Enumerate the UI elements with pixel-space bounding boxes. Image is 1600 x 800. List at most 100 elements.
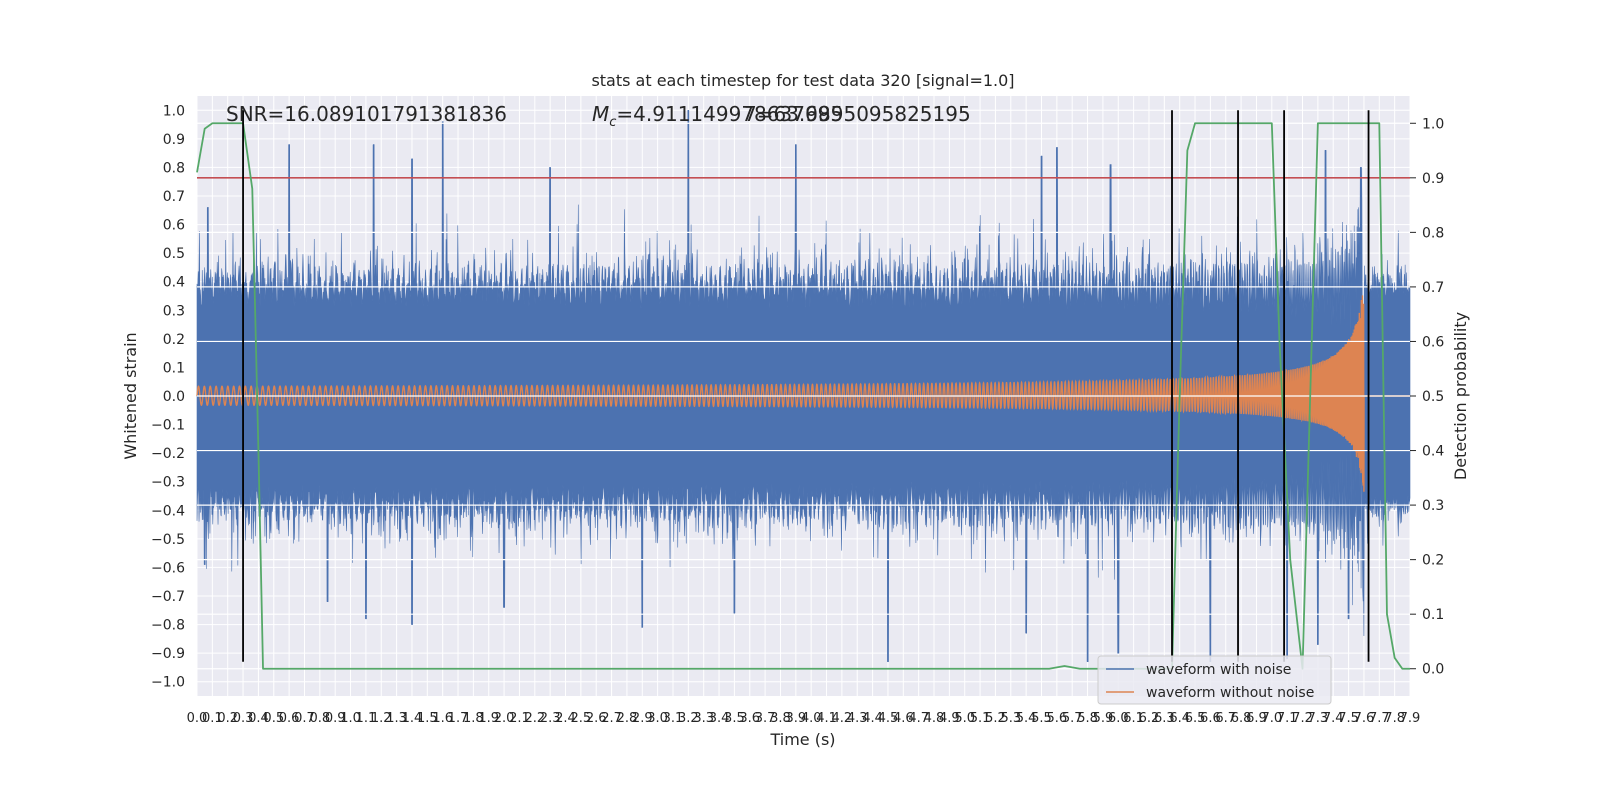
x-tick-label-72: 7.2 [1292, 711, 1313, 726]
noise-spikes [203, 110, 1362, 662]
y-tick-label-7: 0.3 [163, 303, 185, 319]
x-tick-label-28: 2.8 [617, 711, 638, 726]
x-tick-label-58: 5.8 [1077, 711, 1098, 726]
x-axis-label: Time (s) [769, 730, 835, 749]
x-tick-label-54: 5.4 [1016, 711, 1037, 726]
y-tick-label-16: −0.6 [151, 560, 185, 576]
detection-probability-path [196, 122, 1410, 670]
chirp-mass-annotation: Mc=4.911149978637695 [592, 102, 843, 130]
overlap-annotation: 7=63.9895095825195 [744, 102, 971, 126]
x-tick-label-36: 3.6 [739, 711, 760, 726]
x-tick-label-76: 7.6 [1354, 711, 1375, 726]
x-tick-label-60: 6.0 [1108, 711, 1129, 726]
x-tick-label-34: 3.4 [709, 711, 730, 726]
x-tick-label-12: 1.2 [371, 711, 392, 726]
x-tick-label-26: 2.6 [586, 711, 607, 726]
x-tick-label-49: 4.9 [939, 711, 960, 726]
x-tick-label-41: 4.1 [816, 711, 837, 726]
x-tick-label-24: 2.4 [555, 711, 576, 726]
x-tick-label-55: 5.5 [1031, 711, 1052, 726]
x-tick-label-30: 3.0 [647, 711, 668, 726]
x-tick-label-56: 5.6 [1047, 711, 1068, 726]
x-tick-label-14: 1.4 [402, 711, 423, 726]
x-tick-label-40: 4.0 [801, 711, 822, 726]
y-tick-label-19: −0.9 [151, 646, 185, 662]
x-tick-label-16: 1.6 [432, 711, 453, 726]
x-tick-label-64: 6.4 [1169, 711, 1190, 726]
x-tick-label-37: 3.7 [755, 711, 776, 726]
x-tick-label-66: 6.6 [1200, 711, 1221, 726]
x-tick-label-10: 1.0 [340, 711, 361, 726]
y-axis-left: 1.0 0.9 0.8 0.7 0.6 0.5 0.4 0.3 0.2 0.1 0.0 −0.1 −0.… [151, 103, 185, 690]
x-tick-label-39: 3.9 [785, 711, 806, 726]
y-tick-label-2: 0.8 [163, 160, 185, 176]
legend: waveform with noise waveform without noi… [1097, 655, 1332, 705]
x-tick-label-78: 7.8 [1384, 711, 1405, 726]
x-tick-label-4: 0.4 [248, 711, 269, 726]
x-tick-label-70: 7.0 [1261, 711, 1282, 726]
x-tick-label-62: 6.2 [1139, 711, 1160, 726]
x-tick-label-17: 1.7 [448, 711, 469, 726]
x-tick-label-43: 4.3 [847, 711, 868, 726]
x-tick-label-33: 3.3 [693, 711, 714, 726]
y-tick-label-1: 0.9 [163, 132, 185, 148]
x-tick-label-15: 1.5 [417, 711, 438, 726]
y-tick-label-4: 0.6 [163, 218, 185, 234]
legend-label-noise: waveform with noise [1146, 662, 1291, 678]
y-axis-right: 1.0 0.9 0.8 0.7 0.6 0.5 0.4 0.3 0.2 0.1 0.0 [1410, 116, 1444, 678]
x-tick-label-1: 0.1 [202, 711, 223, 726]
y-axis-right-label: Detection probability [1451, 312, 1470, 480]
x-tick-label-71: 7.1 [1277, 711, 1298, 726]
y-axis-label: Whitened strain [121, 332, 140, 459]
x-tick-label-0: 0.0 [187, 711, 208, 726]
x-tick-label-45: 4.5 [878, 711, 899, 726]
x-tick-label-73: 7.3 [1308, 711, 1329, 726]
y-tick-label-13: −0.3 [151, 475, 185, 491]
snr-annotation: SNR=16.089101791381836 [226, 102, 507, 126]
y-tick-label-10: 0.0 [163, 389, 185, 405]
y-tick-label-9: 0.1 [163, 360, 185, 376]
y-right-tick-label-9: 0.1 [1422, 607, 1444, 623]
vertical-markers [242, 110, 1370, 662]
x-tick-label-6: 0.6 [279, 711, 300, 726]
x-tick-label-77: 7.7 [1369, 711, 1390, 726]
mc-subscript: c [609, 115, 616, 130]
x-tick-label-32: 3.2 [678, 711, 699, 726]
y-right-tick-label-1: 0.9 [1422, 171, 1444, 187]
x-tick-label-8: 0.8 [309, 711, 330, 726]
x-tick-label-75: 7.5 [1338, 711, 1359, 726]
x-tick-label-52: 5.2 [985, 711, 1006, 726]
y-tick-label-3: 0.7 [163, 189, 185, 205]
x-tick-label-68: 6.8 [1231, 711, 1252, 726]
x-tick-label-51: 5.1 [970, 711, 991, 726]
x-tick-label-18: 1.8 [463, 711, 484, 726]
y-tick-label-12: −0.2 [151, 446, 185, 462]
x-axis: 0.00.10.20.30.40.50.60.70.80.91.01.11.21… [187, 711, 1421, 726]
y-right-tick-label-4: 0.6 [1422, 334, 1444, 350]
x-tick-label-2: 0.2 [217, 711, 238, 726]
y-tick-label-14: −0.4 [151, 503, 185, 519]
x-tick-label-7: 0.7 [294, 711, 315, 726]
x-tick-label-35: 3.5 [724, 711, 745, 726]
x-tick-label-42: 4.2 [832, 711, 853, 726]
x-tick-label-50: 5.0 [954, 711, 975, 726]
y-right-tick-label-3: 0.7 [1422, 280, 1444, 296]
x-tick-label-44: 4.4 [862, 711, 883, 726]
legend-box [1097, 655, 1332, 705]
x-tick-label-25: 2.5 [571, 711, 592, 726]
detection-probability-line [196, 122, 1410, 670]
y-right-tick-label-8: 0.2 [1422, 553, 1444, 569]
x-tick-label-61: 6.1 [1123, 711, 1144, 726]
x-tick-label-13: 1.3 [386, 711, 407, 726]
x-tick-label-65: 6.5 [1185, 711, 1206, 726]
y-right-tick-label-0: 1.0 [1422, 116, 1444, 132]
x-tick-label-69: 6.9 [1246, 711, 1267, 726]
x-tick-label-20: 2.0 [494, 711, 515, 726]
y-tick-label-5: 0.5 [163, 246, 185, 262]
x-tick-label-22: 2.2 [524, 711, 545, 726]
x-tick-label-57: 5.7 [1062, 711, 1083, 726]
y-tick-label-17: −0.7 [151, 589, 185, 605]
y-tick-label-15: −0.5 [151, 532, 185, 548]
x-tick-label-19: 1.9 [478, 711, 499, 726]
x-tick-label-5: 0.5 [263, 711, 284, 726]
